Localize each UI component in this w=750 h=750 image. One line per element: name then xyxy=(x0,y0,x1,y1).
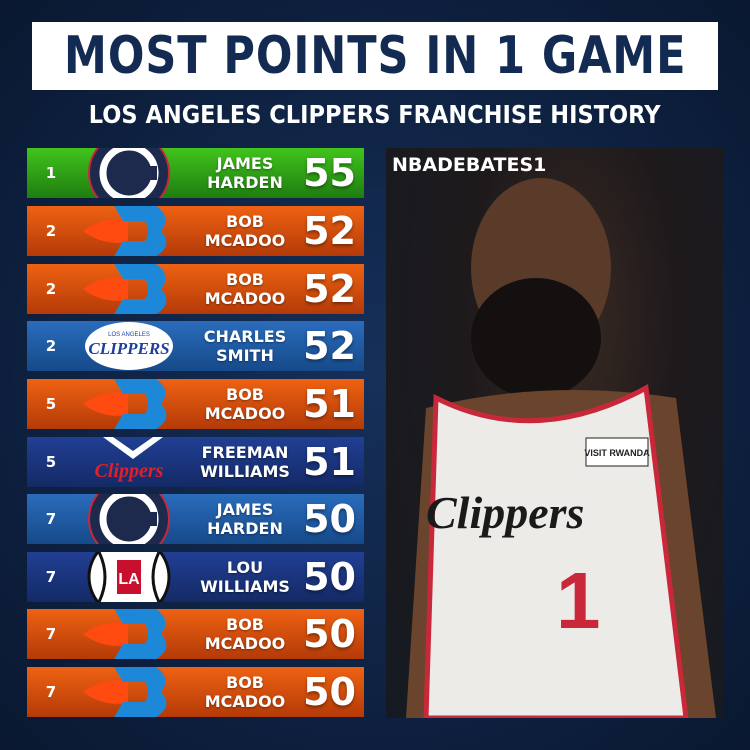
rank: 2 xyxy=(45,222,57,240)
list-item: 7 BOB MCADOO 50 xyxy=(27,667,364,717)
watermark: NBADEBATES1 xyxy=(392,154,547,176)
rank: 7 xyxy=(45,683,57,701)
svg-text:Clippers: Clippers xyxy=(95,460,164,482)
player-name: LOU WILLIAMS xyxy=(185,558,305,596)
san-diego-clippers-logo: Clippers xyxy=(83,437,175,487)
points: 52 xyxy=(303,209,356,253)
list-item: 5 Clippers FREEMAN WILLIAMS 51 xyxy=(27,437,364,487)
first-name: BOB xyxy=(226,385,264,404)
list-item: 7 LA LOU WILLIAMS 50 xyxy=(27,552,364,602)
clippers-current-logo xyxy=(83,494,175,544)
list-item: 2 CLIPPERS LOS ANGELES CHARLES SMITH 52 xyxy=(27,321,364,371)
player-name: BOB MCADOO xyxy=(185,212,305,250)
first-name: CHARLES xyxy=(203,327,287,346)
first-name: BOB xyxy=(226,212,264,231)
rank: 2 xyxy=(45,280,57,298)
rank: 1 xyxy=(45,164,57,182)
la-clippers-classic-logo: CLIPPERS LOS ANGELES xyxy=(83,321,175,371)
player-name: JAMES HARDEN xyxy=(185,154,305,192)
last-name: MCADOO xyxy=(204,634,286,653)
player-name: CHARLES SMITH xyxy=(185,327,305,365)
first-name: JAMES xyxy=(216,154,274,173)
list-item: 7 JAMES HARDEN 50 xyxy=(27,494,364,544)
svg-text:CLIPPERS: CLIPPERS xyxy=(88,339,169,358)
player-name: JAMES HARDEN xyxy=(185,500,305,538)
player-illustration: Clippers 1 VISIT RWANDA xyxy=(406,178,716,718)
buffalo-braves-logo xyxy=(83,609,175,659)
player-name: BOB MCADOO xyxy=(185,673,305,711)
points: 50 xyxy=(303,555,356,599)
player-name: BOB MCADOO xyxy=(185,385,305,423)
sponsor-patch: VISIT RWANDA xyxy=(584,448,650,458)
first-name: LOU xyxy=(226,558,264,577)
title-text: MOST POINTS IN 1 GAME xyxy=(63,26,687,86)
points: 55 xyxy=(303,151,356,195)
player-name: FREEMAN WILLIAMS xyxy=(185,443,305,481)
points: 50 xyxy=(303,670,356,714)
player-photo: Clippers 1 VISIT RWANDA NBADEBATES1 xyxy=(386,148,723,718)
points: 51 xyxy=(303,440,356,484)
first-name: BOB xyxy=(226,270,264,289)
page-title: MOST POINTS IN 1 GAME xyxy=(32,22,718,90)
list-item: 7 BOB MCADOO 50 xyxy=(27,609,364,659)
subtitle-text: LOS ANGELES CLIPPERS FRANCHISE HISTORY xyxy=(89,100,661,129)
points: 52 xyxy=(303,267,356,311)
first-name: BOB xyxy=(226,673,264,692)
player-name: BOB MCADOO xyxy=(185,270,305,308)
points: 51 xyxy=(303,382,356,426)
buffalo-braves-logo xyxy=(83,667,175,717)
svg-text:LOS ANGELES: LOS ANGELES xyxy=(108,332,150,338)
points: 50 xyxy=(303,497,356,541)
last-name: SMITH xyxy=(216,346,274,365)
last-name: MCADOO xyxy=(204,692,286,711)
player-name: BOB MCADOO xyxy=(185,615,305,653)
last-name: WILLIAMS xyxy=(200,577,290,596)
jersey-text: Clippers xyxy=(426,487,584,538)
jersey-number: 1 xyxy=(556,556,601,645)
buffalo-braves-logo xyxy=(83,264,175,314)
clippers-current-logo xyxy=(83,148,175,198)
last-name: MCADOO xyxy=(204,404,286,423)
la-clippers-ball-logo: LA xyxy=(83,552,175,602)
list-item: 5 BOB MCADOO 51 xyxy=(27,379,364,429)
first-name: BOB xyxy=(226,615,264,634)
page-subtitle: LOS ANGELES CLIPPERS FRANCHISE HISTORY xyxy=(0,100,750,129)
buffalo-braves-logo xyxy=(83,206,175,256)
points: 50 xyxy=(303,612,356,656)
rank: 5 xyxy=(45,453,57,471)
first-name: JAMES xyxy=(216,500,274,519)
points: 52 xyxy=(303,324,356,368)
list-item: 2 BOB MCADOO 52 xyxy=(27,206,364,256)
last-name: MCADOO xyxy=(204,289,286,308)
rank: 7 xyxy=(45,510,57,528)
last-name: HARDEN xyxy=(207,173,283,192)
rank: 5 xyxy=(45,395,57,413)
last-name: WILLIAMS xyxy=(200,462,290,481)
last-name: HARDEN xyxy=(207,519,283,538)
list-item: 2 BOB MCADOO 52 xyxy=(27,264,364,314)
rank: 2 xyxy=(45,337,57,355)
buffalo-braves-logo xyxy=(83,379,175,429)
last-name: MCADOO xyxy=(204,231,286,250)
rank: 7 xyxy=(45,568,57,586)
list-item: 1 JAMES HARDEN 55 xyxy=(27,148,364,198)
rank: 7 xyxy=(45,625,57,643)
first-name: FREEMAN xyxy=(201,443,289,462)
svg-text:LA: LA xyxy=(118,571,140,588)
